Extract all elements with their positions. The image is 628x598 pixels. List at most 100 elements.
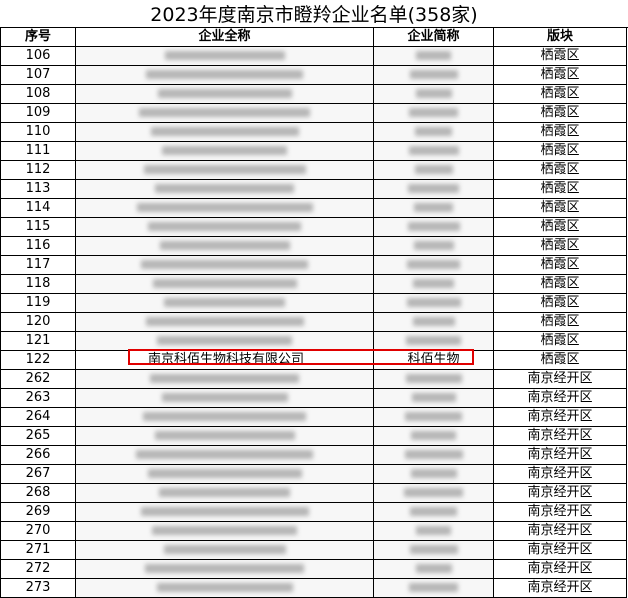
- company-full-name-blurred[interactable]: [75, 502, 374, 522]
- row-number[interactable]: 122: [0, 350, 76, 370]
- region[interactable]: 栖霞区: [493, 217, 627, 237]
- table-row[interactable]: 107 栖霞区: [0, 65, 627, 85]
- company-full-name-blurred[interactable]: [75, 236, 374, 256]
- company-full-name-blurred[interactable]: [75, 540, 374, 560]
- table-row[interactable]: 112 栖霞区: [0, 160, 627, 180]
- region[interactable]: 栖霞区: [493, 236, 627, 256]
- company-full-name-blurred[interactable]: [75, 179, 374, 199]
- table-row[interactable]: 266 南京经开区: [0, 445, 627, 465]
- company-short-name-blurred[interactable]: [373, 274, 494, 294]
- table-row[interactable]: 262 南京经开区: [0, 369, 627, 389]
- table-row[interactable]: 109 栖霞区: [0, 103, 627, 123]
- company-short-name-blurred[interactable]: [373, 483, 494, 503]
- table-row[interactable]: 110 栖霞区: [0, 122, 627, 142]
- row-number[interactable]: 266: [0, 445, 76, 465]
- table-row[interactable]: 115 栖霞区: [0, 217, 627, 237]
- table-row[interactable]: 120 栖霞区: [0, 312, 627, 332]
- row-number[interactable]: 108: [0, 84, 76, 104]
- table-row[interactable]: 117 栖霞区: [0, 255, 627, 275]
- company-short-name-blurred[interactable]: [373, 84, 494, 104]
- company-full-name-blurred[interactable]: [75, 464, 374, 484]
- company-short-name-blurred[interactable]: [373, 388, 494, 408]
- row-number[interactable]: 272: [0, 559, 76, 579]
- company-full-name-blurred[interactable]: [75, 84, 374, 104]
- company-full-name-blurred[interactable]: [75, 578, 374, 598]
- company-short-name-blurred[interactable]: [373, 407, 494, 427]
- table-row[interactable]: 119 栖霞区: [0, 293, 627, 313]
- table-row[interactable]: 106 栖霞区: [0, 46, 627, 66]
- table-row[interactable]: 272 南京经开区: [0, 559, 627, 579]
- company-full-name-blurred[interactable]: [75, 426, 374, 446]
- company-full-name-blurred[interactable]: [75, 293, 374, 313]
- region[interactable]: 栖霞区: [493, 255, 627, 275]
- table-row[interactable]: 263 南京经开区: [0, 388, 627, 408]
- table-row[interactable]: 121 栖霞区: [0, 331, 627, 351]
- row-number[interactable]: 111: [0, 141, 76, 161]
- row-number[interactable]: 264: [0, 407, 76, 427]
- row-number[interactable]: 113: [0, 179, 76, 199]
- company-full-name-blurred[interactable]: [75, 103, 374, 123]
- region[interactable]: 栖霞区: [493, 160, 627, 180]
- company-full-name-blurred[interactable]: [75, 312, 374, 332]
- company-full-name-blurred[interactable]: [75, 160, 374, 180]
- table-row[interactable]: 268 南京经开区: [0, 483, 627, 503]
- region[interactable]: 南京经开区: [493, 521, 627, 541]
- region[interactable]: 栖霞区: [493, 293, 627, 313]
- region[interactable]: 栖霞区: [493, 179, 627, 199]
- table-row[interactable]: 118 栖霞区: [0, 274, 627, 294]
- company-full-name-blurred[interactable]: [75, 445, 374, 465]
- region[interactable]: 栖霞区: [493, 350, 627, 370]
- row-number[interactable]: 115: [0, 217, 76, 237]
- company-short-name-blurred[interactable]: [373, 122, 494, 142]
- table-row[interactable]: 271 南京经开区: [0, 540, 627, 560]
- row-number[interactable]: 106: [0, 46, 76, 66]
- company-full-name-blurred[interactable]: [75, 388, 374, 408]
- row-number[interactable]: 112: [0, 160, 76, 180]
- company-short-name-blurred[interactable]: [373, 65, 494, 85]
- table-row[interactable]: 270 南京经开区: [0, 521, 627, 541]
- region[interactable]: 南京经开区: [493, 559, 627, 579]
- region[interactable]: 南京经开区: [493, 483, 627, 503]
- row-number[interactable]: 120: [0, 312, 76, 332]
- company-full-name-blurred[interactable]: [75, 521, 374, 541]
- row-number[interactable]: 263: [0, 388, 76, 408]
- table-row[interactable]: 267 南京经开区: [0, 464, 627, 484]
- region[interactable]: 南京经开区: [493, 407, 627, 427]
- region[interactable]: 栖霞区: [493, 65, 627, 85]
- company-full-name-blurred[interactable]: [75, 46, 374, 66]
- row-number[interactable]: 265: [0, 426, 76, 446]
- table-row[interactable]: 111 栖霞区: [0, 141, 627, 161]
- company-short-name-blurred[interactable]: [373, 464, 494, 484]
- region[interactable]: 南京经开区: [493, 502, 627, 522]
- company-short-name-blurred[interactable]: [373, 217, 494, 237]
- company-short-name-blurred[interactable]: [373, 255, 494, 275]
- table-row[interactable]: 116 栖霞区: [0, 236, 627, 256]
- company-short-name-blurred[interactable]: [373, 521, 494, 541]
- company-full-name-blurred[interactable]: [75, 65, 374, 85]
- table-row[interactable]: 265 南京经开区: [0, 426, 627, 446]
- row-number[interactable]: 262: [0, 369, 76, 389]
- company-full-name-blurred[interactable]: [75, 369, 374, 389]
- row-number[interactable]: 109: [0, 103, 76, 123]
- company-short-name-blurred[interactable]: [373, 179, 494, 199]
- region[interactable]: 栖霞区: [493, 312, 627, 332]
- region[interactable]: 栖霞区: [493, 46, 627, 66]
- row-number[interactable]: 270: [0, 521, 76, 541]
- company-short-name-blurred[interactable]: [373, 103, 494, 123]
- row-number[interactable]: 271: [0, 540, 76, 560]
- row-number[interactable]: 117: [0, 255, 76, 275]
- region[interactable]: 栖霞区: [493, 84, 627, 104]
- row-number[interactable]: 267: [0, 464, 76, 484]
- company-full-name-blurred[interactable]: [75, 122, 374, 142]
- company-full-name-blurred[interactable]: [75, 141, 374, 161]
- region[interactable]: 栖霞区: [493, 198, 627, 218]
- region[interactable]: 南京经开区: [493, 445, 627, 465]
- company-short-name-blurred[interactable]: [373, 312, 494, 332]
- row-number[interactable]: 121: [0, 331, 76, 351]
- company-short-name-blurred[interactable]: [373, 198, 494, 218]
- company-short-name-blurred[interactable]: [373, 445, 494, 465]
- table-row[interactable]: 264 南京经开区: [0, 407, 627, 427]
- table-row[interactable]: 108 栖霞区: [0, 84, 627, 104]
- company-short-name-blurred[interactable]: [373, 236, 494, 256]
- row-number[interactable]: 268: [0, 483, 76, 503]
